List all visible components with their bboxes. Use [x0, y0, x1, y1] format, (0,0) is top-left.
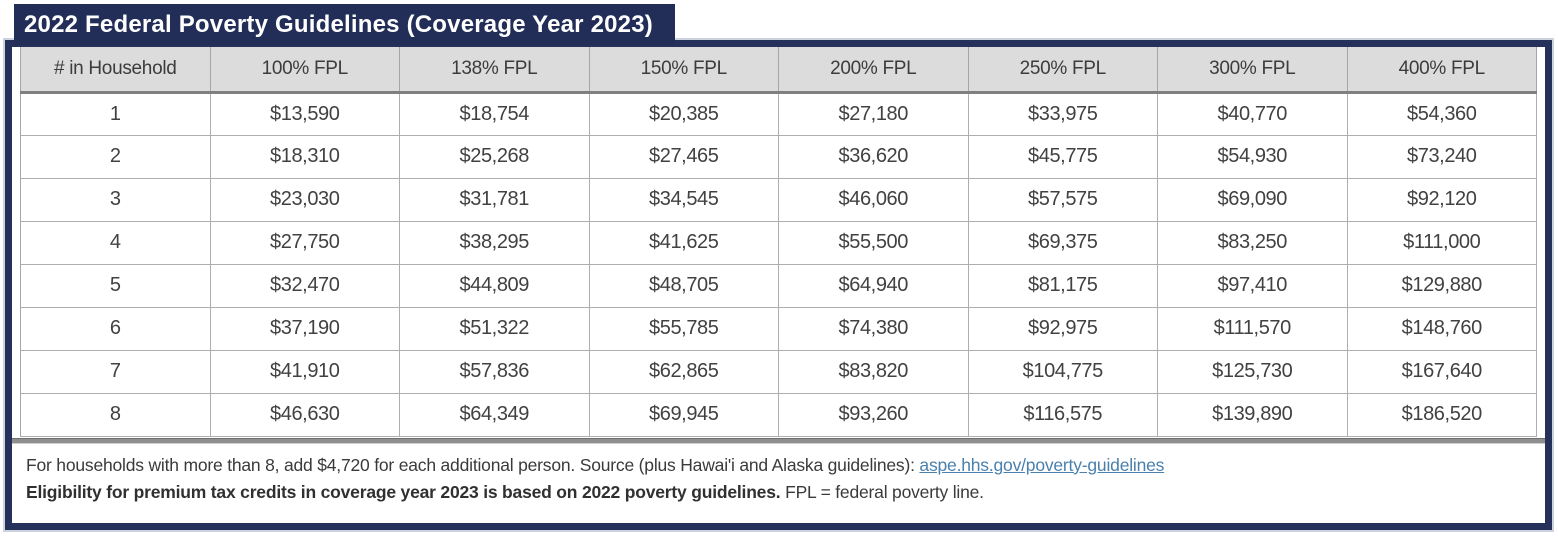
- fpl-value-cell: $64,349: [399, 392, 590, 437]
- fpl-value-cell: $93,260: [778, 392, 969, 437]
- column-header: 250% FPL: [967, 47, 1158, 94]
- fpl-value-cell: $167,640: [1346, 349, 1537, 394]
- fpl-value-cell: $57,836: [399, 349, 590, 394]
- column-header: 150% FPL: [588, 47, 779, 94]
- footnote-line-1-text: For households with more than 8, add $4,…: [26, 454, 920, 475]
- household-size-cell: 6: [20, 306, 211, 351]
- table-frame: # in Household 100% FPL 138% FPL 150% FPL 20…: [5, 40, 1552, 530]
- fpl-value-cell: $54,360: [1346, 91, 1537, 136]
- column-header: 400% FPL: [1346, 47, 1537, 94]
- column-header: 200% FPL: [778, 47, 969, 94]
- table-row: 4 $27,750 $38,295 $41,625 $55,500 $69,375 $83,…: [20, 220, 1537, 265]
- footnotes: For households with more than 8, add $4,…: [12, 444, 1545, 506]
- fpl-value-cell: $48,705: [588, 263, 779, 308]
- fpl-value-cell: $104,775: [967, 349, 1158, 394]
- household-size-cell: 4: [20, 220, 211, 265]
- fpl-value-cell: $55,785: [588, 306, 779, 351]
- fpl-value-cell: $40,770: [1157, 91, 1348, 136]
- household-size-cell: 2: [20, 134, 211, 179]
- fpl-value-cell: $27,180: [778, 91, 969, 136]
- fpl-value-cell: $36,620: [778, 134, 969, 179]
- page-title: 2022 Federal Poverty Guidelines (Coverag…: [14, 4, 675, 45]
- column-header: # in Household: [20, 47, 211, 94]
- fpl-value-cell: $186,520: [1346, 392, 1537, 437]
- household-size-cell: 1: [20, 91, 211, 136]
- fpl-value-cell: $23,030: [209, 177, 400, 222]
- fpl-value-cell: $73,240: [1346, 134, 1537, 179]
- household-size-cell: 5: [20, 263, 211, 308]
- fpl-value-cell: $83,820: [778, 349, 969, 394]
- fpl-value-cell: $55,500: [778, 220, 969, 265]
- fpl-value-cell: $13,590: [209, 91, 400, 136]
- table-row: 7 $41,910 $57,836 $62,865 $83,820 $104,775 $12…: [20, 349, 1537, 394]
- fpl-value-cell: $38,295: [399, 220, 590, 265]
- table-row: 1 $13,590 $18,754 $20,385 $27,180 $33,975 $40,…: [20, 91, 1537, 136]
- column-header: 100% FPL: [209, 47, 400, 94]
- table-row: 6 $37,190 $51,322 $55,785 $74,380 $92,975 $111…: [20, 306, 1537, 351]
- fpl-value-cell: $64,940: [778, 263, 969, 308]
- fpl-value-cell: $20,385: [588, 91, 779, 136]
- footnote-line-2-regular: FPL = federal poverty line.: [780, 481, 984, 502]
- fpl-value-cell: $69,375: [967, 220, 1158, 265]
- fpl-value-cell: $129,880: [1346, 263, 1537, 308]
- footnote-line-1: For households with more than 8, add $4,…: [26, 452, 1537, 479]
- fpl-value-cell: $27,750: [209, 220, 400, 265]
- fpl-value-cell: $32,470: [209, 263, 400, 308]
- fpl-value-cell: $111,570: [1157, 306, 1348, 351]
- poverty-guidelines-link[interactable]: aspe.hhs.gov/poverty-guidelines: [919, 454, 1165, 475]
- fpl-value-cell: $25,268: [399, 134, 590, 179]
- fpl-value-cell: $37,190: [209, 306, 400, 351]
- household-size-cell: 7: [20, 349, 211, 394]
- household-size-cell: 3: [20, 177, 211, 222]
- fpl-value-cell: $69,090: [1157, 177, 1348, 222]
- fpl-value-cell: $111,000: [1346, 220, 1537, 265]
- fpl-value-cell: $62,865: [588, 349, 779, 394]
- fpl-value-cell: $33,975: [967, 91, 1158, 136]
- fpl-value-cell: $69,945: [588, 392, 779, 437]
- fpl-value-cell: $74,380: [778, 306, 969, 351]
- fpl-value-cell: $139,890: [1157, 392, 1348, 437]
- table-row: 8 $46,630 $64,349 $69,945 $93,260 $116,575 $13…: [20, 392, 1537, 437]
- fpl-value-cell: $41,625: [588, 220, 779, 265]
- fpl-value-cell: $46,630: [209, 392, 400, 437]
- fpl-value-cell: $18,310: [209, 134, 400, 179]
- column-header: 300% FPL: [1157, 47, 1348, 94]
- fpl-value-cell: $92,120: [1346, 177, 1537, 222]
- table-grid-wrap: # in Household 100% FPL 138% FPL 150% FPL 20…: [12, 47, 1545, 437]
- fpl-value-cell: $148,760: [1346, 306, 1537, 351]
- fpl-value-cell: $45,775: [967, 134, 1158, 179]
- fpl-value-cell: $27,465: [588, 134, 779, 179]
- table-row: 2 $18,310 $25,268 $27,465 $36,620 $45,775 $54,…: [20, 134, 1537, 179]
- fpl-table: # in Household 100% FPL 138% FPL 150% FPL 20…: [20, 47, 1537, 437]
- fpl-value-cell: $92,975: [967, 306, 1158, 351]
- fpl-value-cell: $116,575: [967, 392, 1158, 437]
- fpl-value-cell: $31,781: [399, 177, 590, 222]
- table-row: 5 $32,470 $44,809 $48,705 $64,940 $81,175 $97,…: [20, 263, 1537, 308]
- fpl-value-cell: $57,575: [967, 177, 1158, 222]
- fpl-value-cell: $83,250: [1157, 220, 1348, 265]
- fpl-value-cell: $41,910: [209, 349, 400, 394]
- fpl-value-cell: $46,060: [778, 177, 969, 222]
- footnote-line-2: Eligibility for premium tax credits in c…: [26, 479, 1537, 506]
- fpl-value-cell: $125,730: [1157, 349, 1348, 394]
- fpl-value-cell: $54,930: [1157, 134, 1348, 179]
- household-size-cell: 8: [20, 392, 211, 437]
- fpl-value-cell: $97,410: [1157, 263, 1348, 308]
- footnote-line-2-bold: Eligibility for premium tax credits in c…: [26, 481, 781, 502]
- table-footer-separator: [12, 437, 1545, 444]
- table-row: 3 $23,030 $31,781 $34,545 $46,060 $57,575 $69,…: [20, 177, 1537, 222]
- fpl-value-cell: $44,809: [399, 263, 590, 308]
- fpl-value-cell: $34,545: [588, 177, 779, 222]
- fpl-value-cell: $51,322: [399, 306, 590, 351]
- table-header-row: # in Household 100% FPL 138% FPL 150% FPL 20…: [20, 47, 1537, 94]
- fpl-value-cell: $18,754: [399, 91, 590, 136]
- fpl-value-cell: $81,175: [967, 263, 1158, 308]
- column-header: 138% FPL: [399, 47, 590, 94]
